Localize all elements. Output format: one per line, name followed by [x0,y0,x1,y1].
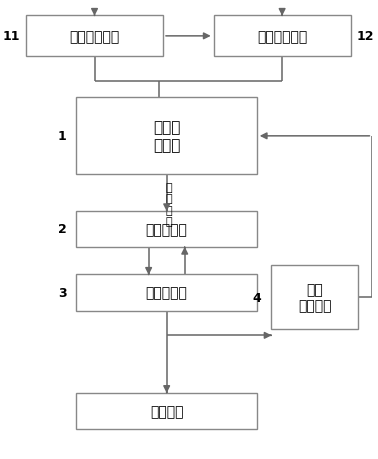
Text: 跌倒
检测模块: 跌倒 检测模块 [298,282,332,313]
FancyBboxPatch shape [214,17,351,57]
Text: 1: 1 [58,130,67,143]
Text: 运
动
参
数: 运 动 参 数 [165,182,172,227]
FancyBboxPatch shape [76,211,257,248]
Text: 动作执行器: 动作执行器 [146,223,187,236]
Text: 动作生成模块: 动作生成模块 [70,30,120,44]
FancyBboxPatch shape [76,393,257,429]
FancyBboxPatch shape [26,17,163,57]
FancyBboxPatch shape [271,266,358,329]
Text: 3: 3 [58,286,67,299]
Text: 动作存储模块: 动作存储模块 [257,30,307,44]
Text: 2: 2 [58,223,67,236]
FancyBboxPatch shape [76,275,257,311]
Text: 12: 12 [356,30,374,43]
Text: 各关节电机: 各关节电机 [146,286,187,300]
Text: 机器人
控制器: 机器人 控制器 [153,120,180,153]
Text: 11: 11 [3,30,20,43]
Text: 完成动作: 完成动作 [150,404,183,418]
Text: 4: 4 [253,291,261,304]
FancyBboxPatch shape [76,98,257,175]
